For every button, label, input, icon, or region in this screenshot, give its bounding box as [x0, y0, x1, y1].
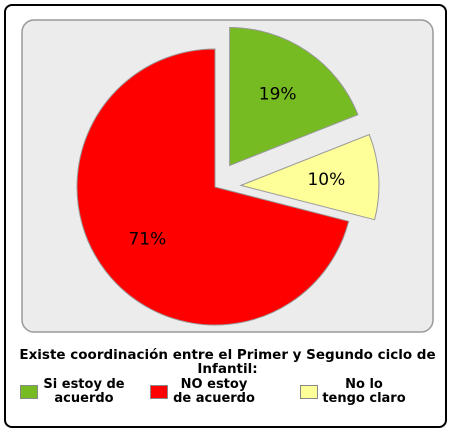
data-label: 71%	[128, 229, 166, 249]
data-label: 19%	[259, 85, 297, 105]
legend-label: NO estoy de acuerdo	[173, 377, 255, 406]
legend-swatch	[150, 385, 168, 399]
data-label: 10%	[307, 170, 345, 190]
legend-label: Si estoy de acuerdo	[43, 377, 125, 406]
legend-swatch	[300, 385, 318, 399]
legend-swatch	[20, 385, 38, 399]
pie-slice	[239, 133, 380, 221]
legend-item: NO estoy de acuerdo	[150, 378, 256, 406]
legend-item: Si estoy de acuerdo	[20, 378, 126, 406]
chart-title: Existe coordinación entre el Primer y Se…	[19, 347, 436, 377]
pie-slice	[76, 48, 350, 326]
frame	[4, 4, 447, 428]
legend-label: No lo tengo claro	[322, 377, 406, 406]
pie-slice	[229, 26, 359, 167]
chart: 19% 10% 71%	[21, 19, 434, 333]
legend-item: No lo tengo claro	[300, 378, 406, 406]
legend: Si estoy de acuerdo NO estoy de acuerdo No…	[20, 378, 440, 426]
